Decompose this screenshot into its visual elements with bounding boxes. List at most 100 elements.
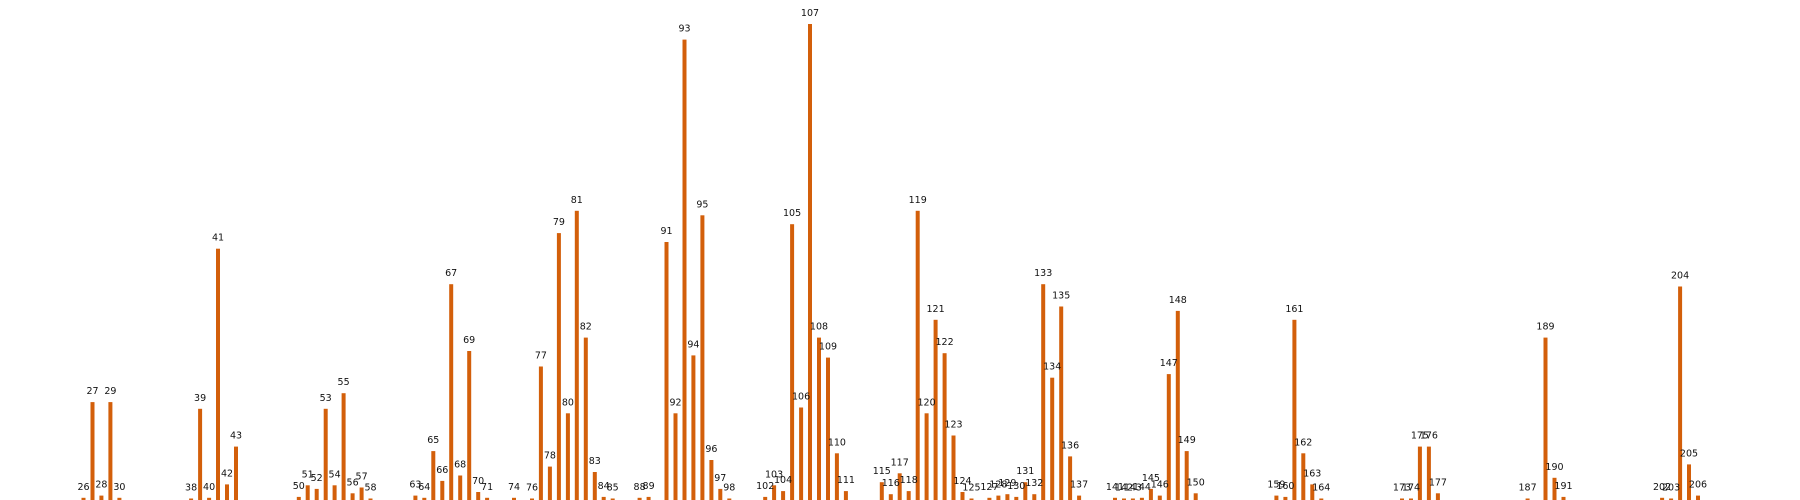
bar-label-143: 143 (1124, 483, 1142, 494)
bar-label-176: 176 (1420, 431, 1438, 442)
bar-132 (1032, 494, 1037, 500)
bar-label-96: 96 (705, 444, 717, 455)
bar-label-79: 79 (553, 217, 565, 228)
bar-label-119: 119 (909, 195, 927, 206)
bar-label-142: 142 (1115, 483, 1133, 494)
bar-177 (1435, 493, 1440, 500)
bar-79 (556, 233, 561, 500)
bar-label-137: 137 (1070, 480, 1088, 491)
bar-label-203: 203 (1662, 483, 1680, 494)
bar-label-141: 141 (1106, 482, 1124, 493)
bar-label-106: 106 (792, 392, 810, 403)
bar-label-68: 68 (454, 460, 466, 471)
bar-label-149: 149 (1178, 435, 1196, 446)
bar-label-71: 71 (481, 482, 493, 493)
bar-63 (413, 495, 418, 500)
bar-148 (1175, 310, 1180, 500)
bar-label-110: 110 (828, 437, 846, 448)
bar-label-29: 29 (104, 386, 116, 397)
bar-label-107: 107 (801, 8, 819, 19)
bar-label-89: 89 (643, 481, 655, 492)
bar-label-122: 122 (936, 337, 954, 348)
bar-124 (960, 492, 965, 500)
bar-82 (583, 337, 588, 500)
bar-label-116: 116 (882, 478, 900, 489)
bar-label-150: 150 (1187, 477, 1205, 488)
bar-label-82: 82 (580, 322, 592, 333)
bar-93 (682, 39, 687, 500)
bar-label-175: 175 (1411, 431, 1429, 442)
bar-29 (108, 402, 113, 500)
bar-80 (565, 413, 570, 500)
bar-143 (1130, 498, 1135, 500)
bar-label-94: 94 (687, 339, 699, 350)
bar-label-136: 136 (1061, 440, 1079, 451)
bar-label-190: 190 (1545, 462, 1563, 473)
bar-26 (81, 497, 86, 500)
bar-130 (1014, 496, 1019, 500)
bar-label-189: 189 (1536, 322, 1554, 333)
bar-110 (834, 453, 839, 500)
bar-51 (305, 485, 310, 500)
bar-label-67: 67 (445, 268, 457, 279)
bar-label-40: 40 (203, 482, 215, 493)
bar-label-202: 202 (1653, 482, 1671, 493)
bar-117 (897, 473, 902, 500)
bar-57 (359, 487, 364, 500)
bar-label-66: 66 (436, 465, 448, 476)
bar-67 (449, 284, 454, 500)
bar-202 (1660, 497, 1665, 500)
bar-160 (1283, 496, 1288, 500)
bar-label-85: 85 (607, 483, 619, 494)
bar-label-52: 52 (311, 473, 323, 484)
bar-52 (314, 488, 319, 500)
bar-159 (1274, 495, 1279, 500)
bar-label-91: 91 (660, 226, 672, 237)
bar-141 (1113, 497, 1117, 500)
bar-206 (1696, 495, 1700, 500)
bar-label-38: 38 (185, 483, 197, 494)
bar-56 (350, 493, 355, 500)
bar-label-131: 131 (1016, 466, 1034, 477)
bar-203 (1669, 498, 1674, 500)
bar-label-135: 135 (1052, 291, 1070, 302)
bar-89 (646, 496, 651, 500)
bar-119 (915, 210, 920, 500)
bar-label-74: 74 (508, 482, 520, 493)
bar-label-161: 161 (1285, 304, 1303, 315)
bar-189 (1543, 337, 1548, 500)
bar-label-177: 177 (1429, 477, 1447, 488)
bar-label-173: 173 (1393, 483, 1411, 494)
bar-120 (924, 413, 929, 500)
bar-label-42: 42 (221, 468, 233, 479)
bar-label-28: 28 (95, 480, 107, 491)
bar-label-50: 50 (293, 481, 305, 492)
bar-161 (1292, 319, 1297, 500)
bar-74 (512, 497, 516, 500)
bar-label-162: 162 (1294, 437, 1312, 448)
bar-label-108: 108 (810, 322, 828, 333)
bar-label-102: 102 (756, 481, 774, 492)
bar-label-97: 97 (714, 473, 726, 484)
bar-147 (1166, 374, 1171, 500)
bar-39 (198, 408, 203, 500)
bar-label-204: 204 (1671, 271, 1689, 282)
bar-174 (1409, 498, 1413, 500)
bar-label-83: 83 (589, 456, 601, 467)
bar-146 (1157, 495, 1162, 500)
bar-123 (951, 435, 956, 500)
bar-label-134: 134 (1043, 362, 1061, 373)
bar-label-88: 88 (634, 482, 646, 493)
bar-50 (296, 496, 301, 500)
bar-134 (1050, 377, 1055, 500)
bar-191 (1561, 496, 1566, 500)
bar-103 (772, 485, 777, 500)
bar-label-69: 69 (463, 335, 475, 346)
bar-144 (1139, 497, 1144, 500)
bar-88 (637, 497, 642, 500)
bar-label-206: 206 (1689, 480, 1707, 491)
bar-70 (476, 492, 481, 500)
bar-label-187: 187 (1519, 483, 1537, 494)
